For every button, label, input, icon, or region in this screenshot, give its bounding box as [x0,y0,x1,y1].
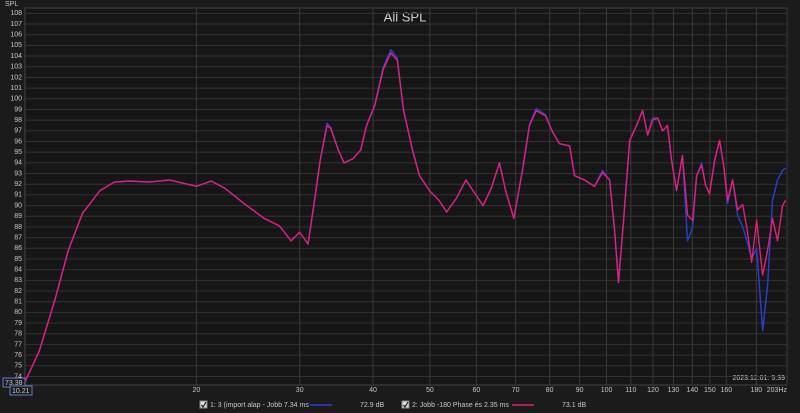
legend-label: 1: 3 (import alap - Jobb 7.34 ms [210,402,309,409]
grid [25,8,788,385]
y-tick-label: 86 [14,245,22,252]
legend-checkbox [199,400,208,409]
y-tick-label: 90 [14,202,22,209]
y-tick-label: 92 [14,181,22,188]
y-tick-label: 100 [10,96,22,103]
timestamp: 2023.12.01. 5:39 [732,375,785,382]
y-tick-label: 107 [10,21,22,28]
y-tick-label: 74 [14,373,22,380]
x-tick-label: 140 [686,387,698,394]
x-tick-label: 60 [472,387,480,394]
y-tick-label: 96 [14,138,22,145]
x-tick-label: 80 [546,387,554,394]
y-tick-label: 103 [10,64,22,71]
y-tick-label: 99 [14,106,22,113]
legend-check [403,401,409,409]
y-tick-label: 78 [14,331,22,338]
y-tick-label: 106 [10,32,22,39]
y-tick-label: 85 [14,256,22,263]
y-tick-label: 76 [14,352,22,359]
y-tick-label: 83 [14,277,22,284]
y-tick-label: 93 [14,170,22,177]
y-tick-label: 102 [10,74,22,81]
y-tick-label: 108 [10,10,22,17]
x-tick-label: 40 [369,387,377,394]
y-tick-label: 94 [14,160,22,167]
y-tick-label: 97 [14,128,22,135]
cursor-x: 10.21 [12,388,30,395]
y-tick-label: 81 [14,299,22,306]
legend-level: 72.9 dB [360,402,384,409]
x-tick-label: 203Hz [767,387,788,394]
y-tick-label: 75 [14,363,22,370]
x-tick-label: 130 [668,387,680,394]
x-tick-label: 30 [296,387,304,394]
series-line [24,52,787,383]
legend-label: 2: Jobb -180 Phase és 2.35 ms [412,402,509,409]
x-tick-label: 70 [512,387,520,394]
y-tick-label: 98 [14,117,22,124]
y-tick-label: 87 [14,234,22,241]
y-tick-label: 80 [14,309,22,316]
plot-area [24,7,788,386]
y-axis-label: SPL [5,1,18,8]
y-tick-label: 89 [14,213,22,220]
legend-level: 73.1 dB [562,402,586,409]
y-tick-label: 104 [10,53,22,60]
y-tick-label: 82 [14,288,22,295]
y-tick-label: 84 [14,267,22,274]
cursor-y: 73.38 [5,380,23,387]
y-tick-label: 105 [10,42,22,49]
x-tick-label: 120 [647,387,659,394]
chart-title: All SPL [384,9,427,24]
y-tick-label: 91 [14,192,22,199]
cursor-x-box [9,385,33,396]
x-tick-label: 180 [751,387,763,394]
y-tick-label: 88 [14,224,22,231]
y-tick-label: 95 [14,149,22,156]
x-tick-label: 50 [426,387,434,394]
x-tick-label: 110 [625,387,636,394]
x-tick-label: 150 [704,387,716,394]
y-tick-label: 101 [10,85,22,92]
x-tick-label: 100 [601,387,613,394]
y-tick-label: 79 [14,320,22,327]
legend-check [201,401,207,409]
y-tick-label: 77 [14,341,22,348]
x-tick-label: 90 [576,387,584,394]
x-tick-label: 160 [720,387,732,394]
x-tick-label: 20 [192,387,200,394]
legend-checkbox [401,400,410,409]
